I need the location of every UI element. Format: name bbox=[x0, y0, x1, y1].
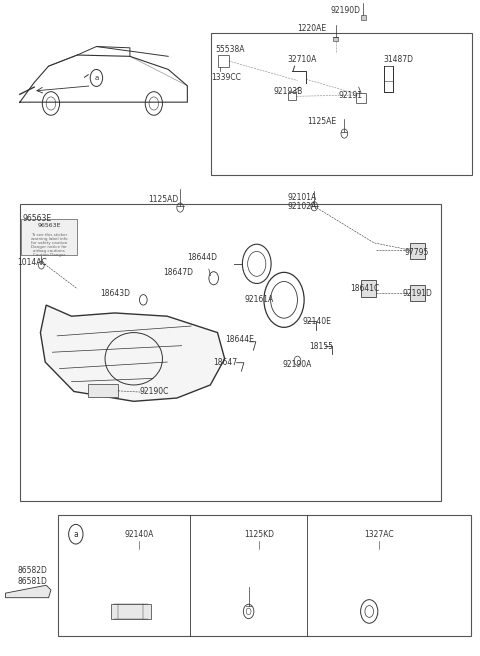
Text: 92190A: 92190A bbox=[283, 359, 312, 369]
Text: 18641C: 18641C bbox=[350, 284, 379, 293]
Text: 55538A: 55538A bbox=[216, 45, 245, 54]
Text: 1220AE: 1220AE bbox=[297, 24, 326, 33]
Text: 92190C: 92190C bbox=[139, 387, 168, 396]
Text: 1125KD: 1125KD bbox=[244, 529, 274, 539]
Bar bbox=[356, 93, 366, 104]
Text: 18647D: 18647D bbox=[163, 268, 193, 277]
Text: 92140E: 92140E bbox=[302, 317, 331, 326]
Text: 18643D: 18643D bbox=[101, 289, 131, 298]
Text: 31487D: 31487D bbox=[383, 55, 413, 64]
Text: 92191: 92191 bbox=[338, 91, 362, 100]
Bar bbox=[384, 66, 393, 92]
Bar bbox=[410, 285, 425, 301]
Text: 97795: 97795 bbox=[405, 248, 429, 257]
Bar bbox=[20, 203, 441, 501]
Text: 1339CC: 1339CC bbox=[211, 73, 240, 82]
Text: 86581D: 86581D bbox=[17, 577, 48, 586]
Bar bbox=[211, 33, 472, 175]
Bar bbox=[111, 604, 152, 619]
Text: To see this sticker: To see this sticker bbox=[31, 233, 67, 237]
Text: Danger notice for: Danger notice for bbox=[31, 245, 67, 249]
Bar bbox=[410, 243, 425, 258]
Text: a: a bbox=[94, 75, 98, 81]
Text: warning label info: warning label info bbox=[31, 237, 67, 241]
Text: 1014AC: 1014AC bbox=[17, 258, 47, 267]
Text: 18644E: 18644E bbox=[226, 335, 254, 344]
Text: 18155: 18155 bbox=[310, 342, 334, 351]
Text: 92161A: 92161A bbox=[244, 295, 274, 304]
Text: 1125AE: 1125AE bbox=[307, 117, 336, 127]
Polygon shape bbox=[5, 585, 51, 598]
Bar bbox=[360, 15, 366, 20]
Text: 92102A: 92102A bbox=[288, 203, 317, 211]
Text: 18647: 18647 bbox=[214, 358, 238, 367]
Text: 1125AD: 1125AD bbox=[148, 195, 179, 203]
Bar bbox=[88, 384, 118, 398]
Bar bbox=[333, 37, 338, 41]
Text: 92190D: 92190D bbox=[330, 6, 360, 15]
Bar bbox=[288, 92, 297, 100]
Text: 92101A: 92101A bbox=[288, 193, 317, 201]
Bar bbox=[58, 514, 471, 636]
Text: 1327AC: 1327AC bbox=[364, 529, 394, 539]
Text: airbag cautions: airbag cautions bbox=[33, 249, 65, 253]
Text: 32710A: 32710A bbox=[288, 55, 317, 64]
Text: 96563E: 96563E bbox=[22, 214, 51, 223]
Text: 86582D: 86582D bbox=[17, 565, 48, 575]
Bar bbox=[21, 218, 77, 255]
Text: 96563E: 96563E bbox=[37, 223, 61, 228]
Text: 92140A: 92140A bbox=[125, 529, 154, 539]
Text: 92191D: 92191D bbox=[402, 289, 432, 298]
Text: a: a bbox=[73, 529, 78, 539]
Bar bbox=[361, 280, 376, 297]
Polygon shape bbox=[40, 305, 225, 401]
Text: for safety caution: for safety caution bbox=[31, 241, 67, 245]
Bar bbox=[218, 55, 228, 67]
Text: Caution Danger: Caution Danger bbox=[33, 253, 65, 256]
Text: 92193B: 92193B bbox=[273, 87, 302, 96]
Text: 18644D: 18644D bbox=[187, 253, 216, 262]
